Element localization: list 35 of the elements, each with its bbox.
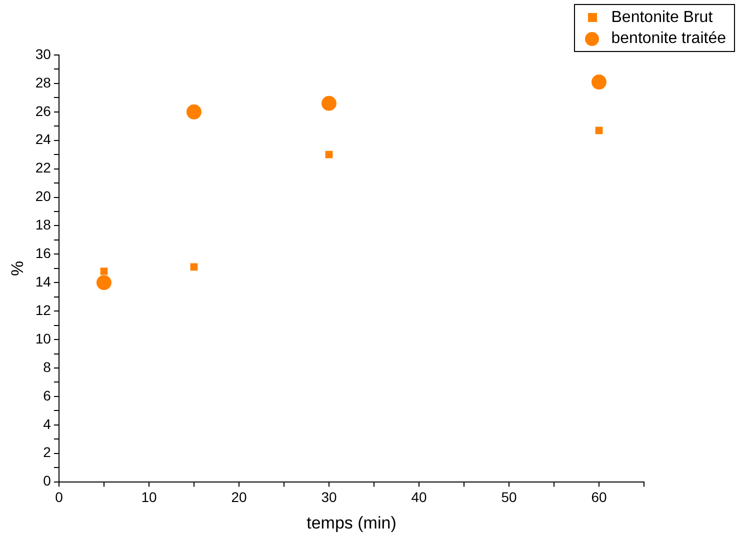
legend-label: Bentonite Brut xyxy=(611,8,713,26)
y-tick-label: 8 xyxy=(43,358,52,375)
x-tick-label: 50 xyxy=(501,489,517,506)
y-tick-label: 20 xyxy=(35,188,52,204)
y-tick-label: 28 xyxy=(35,74,52,90)
x-tick-label: 60 xyxy=(591,489,607,506)
y-tick-label: 4 xyxy=(43,416,52,432)
x-tick-label: 20 xyxy=(231,489,247,506)
y-tick-label: 14 xyxy=(35,273,52,290)
y-tick-label: 12 xyxy=(35,302,52,318)
y-tick-label: 6 xyxy=(43,387,52,404)
point xyxy=(186,104,202,120)
y-tick-label: 2 xyxy=(43,444,52,460)
y-tick-label: 18 xyxy=(35,216,52,233)
y-axis-title: % xyxy=(8,260,27,276)
y-tick-label: 16 xyxy=(35,245,52,262)
y-tick-label: 0 xyxy=(43,472,52,489)
point xyxy=(321,96,336,111)
x-tick-label: 10 xyxy=(141,489,157,506)
legend-label: bentonite traitée xyxy=(611,30,726,48)
x-tick-label: 0 xyxy=(55,489,64,506)
point xyxy=(190,263,198,271)
point xyxy=(325,150,333,158)
y-tick-label: 10 xyxy=(35,330,52,346)
x-tick-label: 30 xyxy=(321,489,337,506)
y-tick-label: 24 xyxy=(35,131,52,148)
y-tick-label: 26 xyxy=(35,102,52,119)
point xyxy=(96,275,112,290)
point xyxy=(592,74,606,90)
y-tick-label: 30 xyxy=(35,46,52,62)
point xyxy=(595,126,603,134)
y-tick-label: 22 xyxy=(35,160,52,176)
x-axis-title: temps (min) xyxy=(306,513,396,532)
x-tick-label: 40 xyxy=(411,489,427,506)
point xyxy=(100,268,108,275)
